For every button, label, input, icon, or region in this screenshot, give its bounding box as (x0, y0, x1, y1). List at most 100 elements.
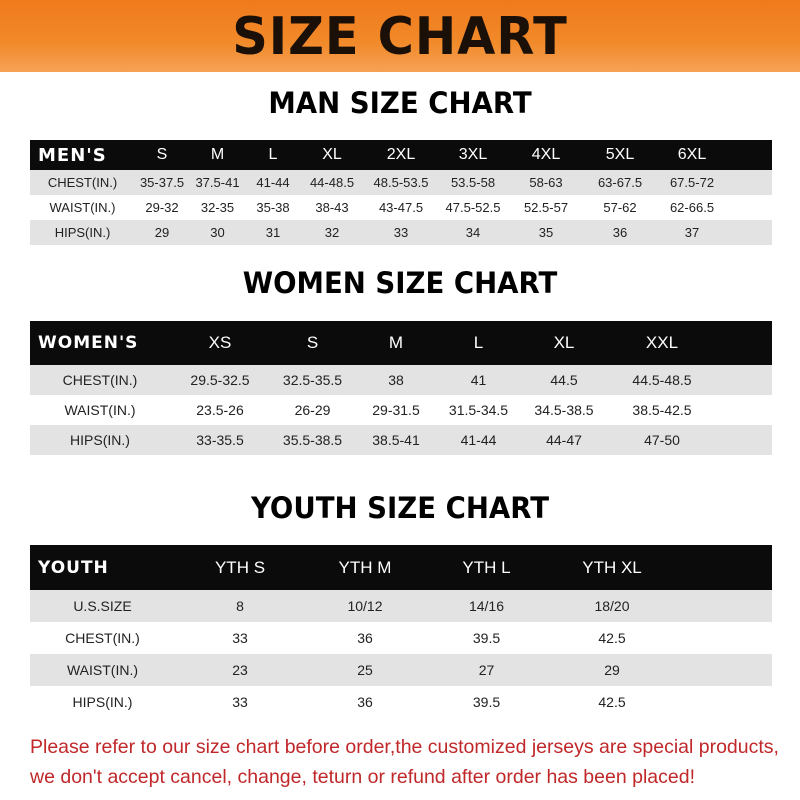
table-header-row: YOUTH YTH S YTH M YTH L YTH XL (30, 545, 772, 590)
table-cell: 33 (364, 220, 438, 245)
size-header: YTH S (175, 545, 305, 590)
size-header: 3XL (438, 140, 508, 170)
table-row: WAIST(IN.) 29-32 32-35 35-38 38-43 43-47.5 47.… (30, 195, 772, 220)
table-cell: 14/16 (425, 590, 548, 622)
table-cell: 38.5-41 (355, 425, 437, 455)
row-label: HIPS(IN.) (30, 220, 135, 245)
table-cell: 35-38 (246, 195, 300, 220)
empty-cell (716, 395, 772, 425)
table-corner-label: YOUTH (30, 545, 175, 590)
size-header: YTH M (305, 545, 425, 590)
table-cell: 32 (300, 220, 364, 245)
row-label: HIPS(IN.) (30, 686, 175, 718)
table-cell: 42.5 (548, 622, 676, 654)
table-cell: 29 (135, 220, 189, 245)
youth-section-title: YOUTH SIZE CHART (250, 491, 550, 525)
table-cell: 41-44 (437, 425, 520, 455)
table-cell: 39.5 (425, 622, 548, 654)
table-corner-label: WOMEN'S (30, 321, 170, 365)
table-cell: 44-48.5 (300, 170, 364, 195)
table-cell: 36 (305, 686, 425, 718)
empty-cell (728, 170, 772, 195)
table-cell: 38-43 (300, 195, 364, 220)
size-header: 4XL (508, 140, 584, 170)
table-row: WAIST(IN.) 23.5-26 26-29 29-31.5 31.5-34.5 34… (30, 395, 772, 425)
empty-cell (716, 321, 772, 365)
empty-cell (676, 622, 772, 654)
men-section-title: MAN SIZE CHART (268, 86, 532, 120)
table-cell: 31.5-34.5 (437, 395, 520, 425)
table-cell: 38.5-42.5 (608, 395, 716, 425)
table-row: HIPS(IN.) 29 30 31 32 33 34 35 36 37 (30, 220, 772, 245)
size-header: YTH L (425, 545, 548, 590)
row-label: CHEST(IN.) (30, 622, 175, 654)
table-cell: 39.5 (425, 686, 548, 718)
table-cell: 36 (584, 220, 656, 245)
table-row: CHEST(IN.) 29.5-32.5 32.5-35.5 38 41 44.5 44.5… (30, 365, 772, 395)
empty-cell (728, 140, 772, 170)
size-header: 5XL (584, 140, 656, 170)
size-header: YTH XL (548, 545, 676, 590)
row-label: WAIST(IN.) (30, 654, 175, 686)
table-cell: 35 (508, 220, 584, 245)
table-cell: 32.5-35.5 (270, 365, 355, 395)
table-cell: 58-63 (508, 170, 584, 195)
table-cell: 67.5-72 (656, 170, 728, 195)
empty-cell (676, 590, 772, 622)
row-label: U.S.SIZE (30, 590, 175, 622)
table-cell: 35.5-38.5 (270, 425, 355, 455)
banner: SIZE CHART (0, 0, 800, 72)
size-header: S (135, 140, 189, 170)
table-cell: 47-50 (608, 425, 716, 455)
size-header: M (355, 321, 437, 365)
empty-cell (728, 220, 772, 245)
table-cell: 43-47.5 (364, 195, 438, 220)
notice-line: Please refer to our size chart before or… (30, 736, 779, 758)
size-header: XS (170, 321, 270, 365)
size-header: XL (300, 140, 364, 170)
table-cell: 34 (438, 220, 508, 245)
table-cell: 29-32 (135, 195, 189, 220)
empty-cell (728, 195, 772, 220)
table-cell: 37.5-41 (189, 170, 246, 195)
table-cell: 34.5-38.5 (520, 395, 608, 425)
table-cell: 32-35 (189, 195, 246, 220)
size-header: M (189, 140, 246, 170)
table-cell: 44-47 (520, 425, 608, 455)
table-cell: 33 (175, 686, 305, 718)
table-cell: 29.5-32.5 (170, 365, 270, 395)
table-cell: 23 (175, 654, 305, 686)
table-cell: 23.5-26 (170, 395, 270, 425)
table-row: HIPS(IN.) 33 36 39.5 42.5 (30, 686, 772, 718)
row-label: CHEST(IN.) (30, 365, 170, 395)
men-size-table: MEN'S S M L XL 2XL 3XL 4XL 5XL 6XL CHEST(IN.) 35-37… (30, 140, 772, 245)
table-cell: 25 (305, 654, 425, 686)
table-header-row: WOMEN'S XS S M L XL XXL (30, 321, 772, 365)
table-cell: 29 (548, 654, 676, 686)
table-cell: 29-31.5 (355, 395, 437, 425)
table-cell: 35-37.5 (135, 170, 189, 195)
size-header: L (437, 321, 520, 365)
empty-cell (676, 686, 772, 718)
table-cell: 38 (355, 365, 437, 395)
table-cell: 53.5-58 (438, 170, 508, 195)
table-cell: 26-29 (270, 395, 355, 425)
table-row: U.S.SIZE 8 10/12 14/16 18/20 (30, 590, 772, 622)
row-label: CHEST(IN.) (30, 170, 135, 195)
table-row: CHEST(IN.) 33 36 39.5 42.5 (30, 622, 772, 654)
table-cell: 44.5 (520, 365, 608, 395)
row-label: WAIST(IN.) (30, 395, 170, 425)
table-cell: 33-35.5 (170, 425, 270, 455)
table-cell: 30 (189, 220, 246, 245)
size-header: S (270, 321, 355, 365)
notice-text: Please refer to our size chart before or… (30, 732, 790, 792)
table-cell: 62-66.5 (656, 195, 728, 220)
table-cell: 33 (175, 622, 305, 654)
size-header: 2XL (364, 140, 438, 170)
table-cell: 18/20 (548, 590, 676, 622)
table-cell: 10/12 (305, 590, 425, 622)
size-header: 6XL (656, 140, 728, 170)
main-title: SIZE CHART (232, 7, 568, 67)
empty-cell (676, 654, 772, 686)
notice-line: we don't accept cancel, change, teturn o… (30, 766, 695, 788)
